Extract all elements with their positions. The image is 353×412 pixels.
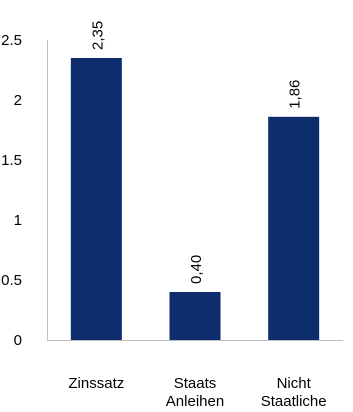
data-labels-group: 2,35 0,40 1,86 [89,21,303,284]
y-tick-label: 2.5 [1,32,22,49]
category-label-line: Zinssatz [68,375,124,392]
bar [70,58,122,340]
y-tick-label: 0 [14,332,22,349]
y-tick-label: 1 [14,212,22,229]
category-label-line: Staatliche [261,393,327,410]
category-label-line: Nicht [277,375,312,392]
y-tick-label: 1.5 [1,152,22,169]
bar [169,292,221,340]
bars-group [70,58,320,340]
y-tick-label: 0.5 [1,272,22,289]
category-label: Nicht Staatliche [261,375,327,410]
category-label: Staats Anleihen [166,375,224,410]
category-label-line: Anleihen [166,393,224,410]
y-axis-ticks: 0 0.5 1 1.5 2 2.5 [1,32,22,349]
category-labels-group: Zinssatz Staats Anleihen Nicht Staatliche [68,375,326,410]
y-tick-label: 2 [14,92,22,109]
category-label: Zinssatz [68,375,124,392]
bar [268,116,320,340]
data-label: 2,35 [89,21,106,50]
data-label: 0,40 [188,255,205,284]
category-label-line: Staats [174,375,217,392]
data-label: 1,86 [287,80,304,109]
